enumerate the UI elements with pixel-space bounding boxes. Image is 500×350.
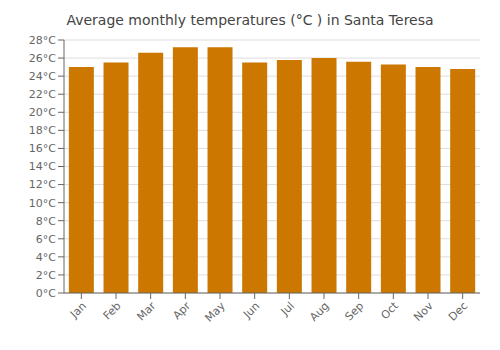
svg-text:10°C: 10°C: [29, 197, 56, 210]
svg-text:26°C: 26°C: [29, 52, 56, 65]
svg-text:22°C: 22°C: [29, 88, 56, 101]
svg-text:Apr: Apr: [170, 299, 193, 322]
svg-text:6°C: 6°C: [36, 233, 56, 246]
html-text:Average monthly temperatures (: Average monthly temperatures (°C ) in Sa…: [66, 12, 434, 28]
svg-text:Dec: Dec: [446, 299, 470, 323]
svg-text:Nov: Nov: [411, 299, 436, 324]
svg-text:Aug: Aug: [307, 299, 331, 323]
svg-text:4°C: 4°C: [36, 251, 56, 264]
svg-text:Jan: Jan: [67, 299, 89, 321]
svg-text:Jun: Jun: [240, 299, 262, 321]
svg-text:14°C: 14°C: [29, 160, 56, 173]
svg-text:Oct: Oct: [378, 299, 401, 322]
svg-text:0°C: 0°C: [36, 287, 56, 300]
svg-text:18°C: 18°C: [29, 124, 56, 137]
svg-text:24°C: 24°C: [29, 70, 56, 83]
svg-text:8°C: 8°C: [36, 215, 56, 228]
svg-text:Mar: Mar: [134, 299, 158, 323]
svg-text:12°C: 12°C: [29, 178, 56, 191]
svg-text:20°C: 20°C: [29, 106, 56, 119]
svg-text:28°C: 28°C: [29, 34, 56, 47]
svg-text:Feb: Feb: [101, 299, 124, 322]
svg-text:2°C: 2°C: [36, 269, 56, 282]
svg-text:Sep: Sep: [342, 299, 366, 323]
svg-text:Jul: Jul: [278, 299, 297, 318]
svg-text:May: May: [202, 299, 228, 325]
svg-text:16°C: 16°C: [29, 142, 56, 155]
